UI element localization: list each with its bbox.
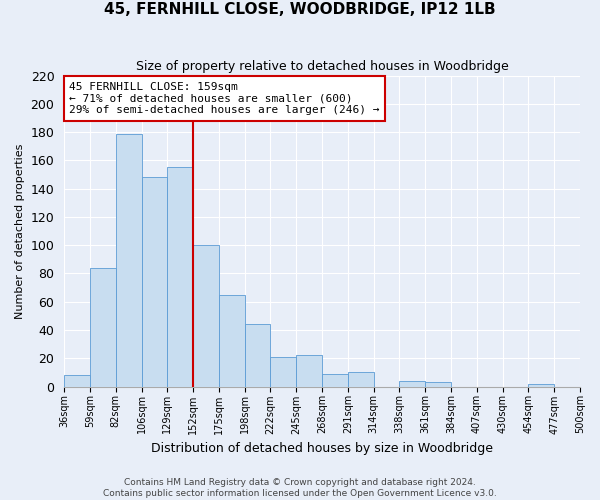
Bar	[245, 324, 271, 386]
Text: Contains HM Land Registry data © Crown copyright and database right 2024.
Contai: Contains HM Land Registry data © Crown c…	[103, 478, 497, 498]
Bar	[348, 372, 374, 386]
Bar	[90, 268, 116, 386]
Bar	[425, 382, 451, 386]
Bar	[116, 134, 142, 386]
Bar	[142, 178, 167, 386]
Bar	[64, 375, 90, 386]
Bar	[400, 381, 425, 386]
Bar	[296, 356, 322, 386]
Bar	[219, 294, 245, 386]
Bar	[322, 374, 348, 386]
Title: Size of property relative to detached houses in Woodbridge: Size of property relative to detached ho…	[136, 60, 508, 73]
Bar	[193, 245, 219, 386]
Bar	[271, 357, 296, 386]
Y-axis label: Number of detached properties: Number of detached properties	[15, 144, 25, 318]
Text: 45, FERNHILL CLOSE, WOODBRIDGE, IP12 1LB: 45, FERNHILL CLOSE, WOODBRIDGE, IP12 1LB	[104, 2, 496, 18]
Text: 45 FERNHILL CLOSE: 159sqm
← 71% of detached houses are smaller (600)
29% of semi: 45 FERNHILL CLOSE: 159sqm ← 71% of detac…	[70, 82, 380, 115]
Bar	[529, 384, 554, 386]
Bar	[167, 168, 193, 386]
X-axis label: Distribution of detached houses by size in Woodbridge: Distribution of detached houses by size …	[151, 442, 493, 455]
